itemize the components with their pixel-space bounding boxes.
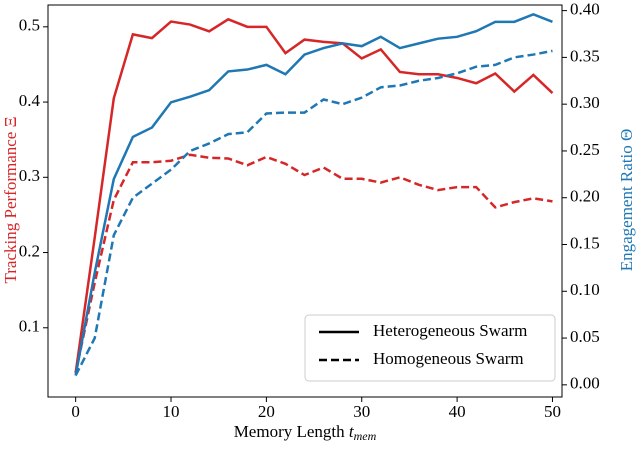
legend-box [304, 314, 556, 382]
y-tick-label: 0.1 [19, 317, 40, 336]
y2-tick-label: 0.00 [570, 374, 600, 393]
series-line [74, 13, 553, 376]
x-axis-label: Memory Length tmem [234, 422, 377, 443]
y2-tick-label: 0.25 [570, 140, 600, 159]
series-line [74, 17, 554, 374]
y2-tick-label: 0.15 [570, 233, 600, 252]
legend-label: Homogeneous Swarm [373, 349, 524, 368]
y-tick-label: 0.4 [19, 91, 41, 110]
x-tick-label: 10 [163, 402, 180, 421]
y2-tick-label: 0.20 [570, 187, 600, 206]
plot-frame [47, 4, 563, 398]
y2-axis-label: Engagement Ratio Θ [617, 129, 636, 272]
y2-tick-label: 0.40 [570, 0, 600, 19]
x-tick-label: 40 [449, 402, 466, 421]
x-tick-label: 20 [258, 402, 275, 421]
y2-tick-label: 0.30 [570, 93, 600, 112]
y2-tick-label: 0.35 [570, 46, 600, 65]
y2-tick-label: 0.05 [570, 327, 600, 346]
y-axis-label: Tracking Performance Ξ [1, 116, 20, 283]
x-tick-label: 30 [353, 402, 370, 421]
series-line [74, 153, 553, 374]
x-tick-label: 50 [544, 402, 561, 421]
y-tick-label: 0.5 [19, 16, 40, 35]
x-tick-label: 0 [71, 402, 80, 421]
y-tick-label: 0.2 [19, 241, 40, 260]
legend-label: Heterogeneous Swarm [373, 321, 527, 340]
y2-tick-label: 0.10 [570, 280, 600, 299]
series-line [74, 49, 553, 377]
y-tick-label: 0.3 [19, 166, 40, 185]
